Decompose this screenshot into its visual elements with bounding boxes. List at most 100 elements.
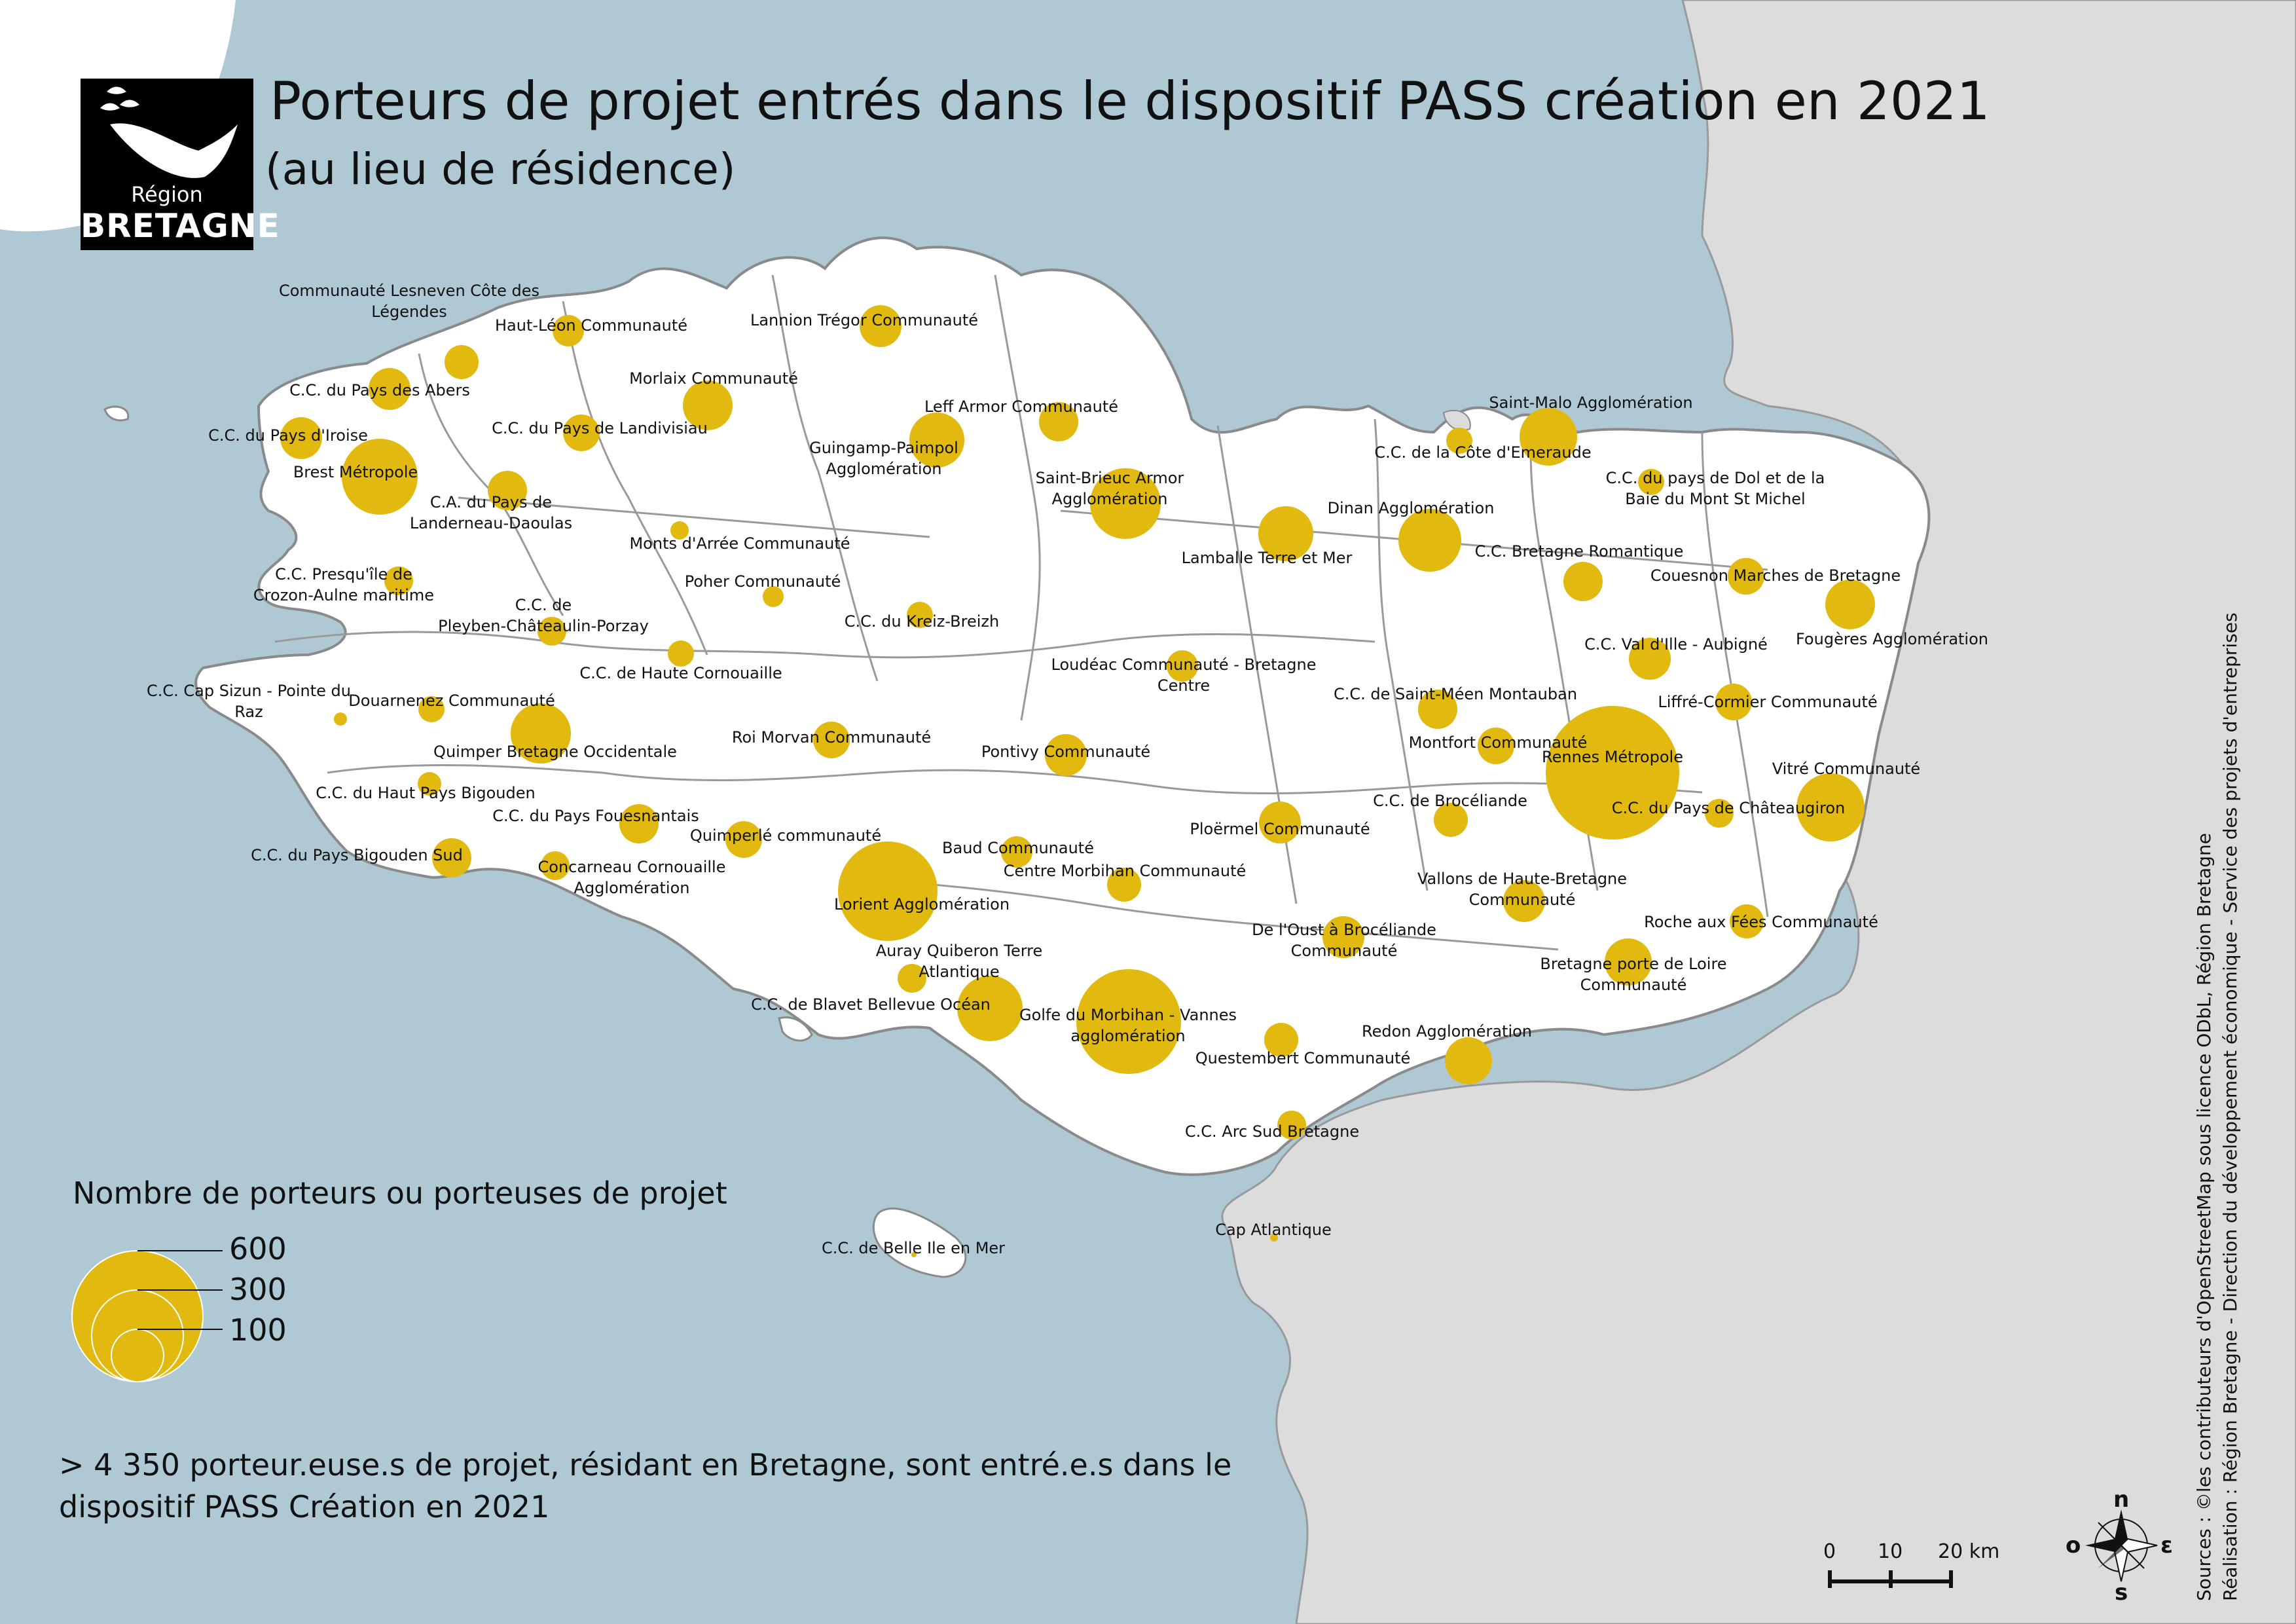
epci-borders: [274, 274, 1769, 951]
bubble-c-c-de-la-cote-d-emeraude: [1446, 428, 1472, 454]
logo-text-region: Région: [131, 182, 203, 207]
bubble-cap-atlantique: [1270, 1234, 1278, 1242]
bubble-c-c-du-pays-fouesnantais: [619, 804, 659, 843]
compass-o: o: [2066, 1532, 2081, 1559]
bubble-rennes-metropole: [1546, 706, 1679, 840]
bubble-c-c-de-pleyben-chateaulin-porzay: [538, 617, 566, 646]
bubble-montfort-communaute: [1478, 728, 1514, 764]
epci-label-redon-agglomeration: Redon Agglomération: [1362, 1022, 1532, 1041]
epci-label-concarneau-cornouaille-agglomeration: Concarneau Cornouaille Agglomération: [538, 858, 726, 897]
bubble-lorient-agglomeration: [838, 841, 938, 941]
bubble-c-c-val-d-ille-aubigne: [1629, 638, 1671, 680]
scale-label-0: 0: [1823, 1540, 1836, 1563]
summary-note: > 4 350 porteur.euse.s de projet, résida…: [59, 1447, 1232, 1524]
epci-label-c-a-du-pays-de-landerneau-daoulas: C.A. du Pays de Landerneau-Daoulas: [410, 493, 572, 532]
bubble-centre-morbihan-communaute: [1107, 868, 1141, 902]
compass-n: n: [2113, 1486, 2130, 1513]
bubble-couesnon-marches-de-bretagne: [1728, 558, 1764, 595]
bubble-c-c-du-pays-de-dol-et-de-la-baie-du-mont-st-michel: [1638, 469, 1664, 495]
epci-label-c-c-de-pleyben-chateaulin-porzay: C.C. de Pleyben-Châteaulin-Porzay: [438, 596, 649, 635]
legend-value-600: 600: [229, 1231, 287, 1266]
bubble-c-c-du-pays-d-iroise: [280, 417, 322, 459]
region-bretagne-logo: Région BRETAGNE: [81, 79, 280, 250]
bubble-baud-communaute: [1001, 836, 1032, 868]
epci-label-c-c-de-la-cote-d-emeraude: C.C. de la Côte d'Emeraude: [1374, 443, 1591, 462]
logo-text-bretagne: BRETAGNE: [81, 207, 280, 245]
bubble-c-c-du-pays-de-landivisiau: [563, 415, 600, 451]
bubble-lannion-tregor-communaute: [860, 305, 902, 347]
bubble-c-c-bretagne-romantique: [1563, 562, 1603, 601]
epci-label-c-c-du-kreiz-breizh: C.C. du Kreiz-Breizh: [845, 612, 999, 631]
bubble-liffre-cormier-communaute: [1715, 684, 1752, 720]
label-layer: Communauté Lesneven Côte des LégendesHaut…: [147, 282, 1988, 1257]
epci-label-couesnon-marches-de-bretagne: Couesnon Marches de Bretagne: [1650, 566, 1901, 585]
epci-label-saint-brieuc-armor-agglomeration: Saint-Brieuc Armor Agglomération: [1036, 469, 1184, 508]
legend-value-100: 100: [229, 1312, 287, 1348]
epci-label-golfe-du-morbihan-vannes-agglomeration: Golfe du Morbihan - Vannes agglomération: [1019, 1006, 1237, 1045]
epci-label-morlaix-communaute: Morlaix Communauté: [629, 369, 798, 388]
epci-label-de-l-oust-a-broceliande-communaute: De l'Oust à Brocéliande Communauté: [1252, 921, 1436, 960]
epci-label-liffre-cormier-communaute: Liffré-Cormier Communauté: [1658, 693, 1877, 711]
bubble-guingamp-paimpol-agglomeration: [909, 413, 964, 468]
legend-symbols: [71, 1250, 223, 1382]
neighbor-land: [1221, 0, 2296, 1624]
bubble-c-c-de-saint-meen-montauban: [1418, 690, 1457, 729]
bubble-vitre-communaute: [1796, 773, 1865, 841]
legend-circle-100: [111, 1329, 164, 1382]
epci-label-rennes-metropole: Rennes Métropole: [1542, 748, 1683, 766]
bubble-douarnenez-communaute: [418, 696, 445, 722]
bretagne-land: [194, 236, 1931, 1176]
bubble-quimper-bretagne-occidentale: [511, 703, 571, 764]
epci-label-c-c-arc-sud-bretagne: C.C. Arc Sud Bretagne: [1185, 1122, 1359, 1141]
chausey-island: [1442, 409, 1471, 431]
epci-label-roche-aux-fees-communaute: Roche aux Fées Communauté: [1644, 913, 1878, 931]
bubble-c-c-de-blavet-bellevue-ocean: [957, 976, 1023, 1041]
bubble-golfe-du-morbihan-vannes-agglomeration: [1076, 969, 1181, 1074]
bubble-pontivy-communaute: [1045, 734, 1087, 776]
belle-ile-island: [872, 1208, 967, 1278]
bubble-c-c-presqu-ile-de-crozon-aulne-maritime: [384, 566, 413, 595]
bubble-roi-morvan-communaute: [813, 722, 850, 758]
bubble-brest-metropole: [342, 439, 418, 515]
bubble-c-c-du-haut-pays-bigouden: [418, 772, 441, 796]
bubble-c-c-du-pays-bigouden-sud: [432, 838, 471, 877]
epci-label-pontivy-communaute: Pontivy Communauté: [981, 743, 1150, 761]
scale-label-10: 10: [1878, 1540, 1903, 1563]
bubble-c-c-de-belle-ile-en-mer: [911, 1252, 917, 1257]
epci-label-c-c-du-pays-des-abers: C.C. du Pays des Abers: [289, 381, 470, 399]
epci-label-c-c-du-pays-de-chateaugiron: C.C. du Pays de Châteaugiron: [1612, 799, 1845, 817]
epci-label-guingamp-paimpol-agglomeration: Guingamp-Paimpol Agglomération: [809, 439, 958, 478]
epci-label-communaute-lesneven-cote-des-legendes: Communauté Lesneven Côte des Légendes: [279, 282, 539, 321]
bubble-communaute-lesneven-cote-des-legendes: [445, 345, 479, 379]
epci-label-lorient-agglomeration: Lorient Agglomération: [834, 895, 1010, 913]
bubble-vallons-de-haute-bretagne-communaute: [1503, 880, 1545, 922]
epci-label-ploermel-communaute: Ploërmel Communauté: [1190, 820, 1370, 838]
scale-bar: [1828, 1570, 1953, 1588]
epci-label-c-c-presqu-ile-de-crozon-aulne-maritime: C.C. Presqu'île de Crozon-Aulne maritime: [253, 565, 434, 604]
epci-label-centre-morbihan-communaute: Centre Morbihan Communauté: [1004, 862, 1247, 880]
epci-label-c-c-val-d-ille-aubigne: C.C. Val d'Ille - Aubigné: [1584, 635, 1768, 654]
bubble-c-a-du-pays-de-landerneau-daoulas: [488, 471, 527, 510]
epci-label-haut-leon-communaute: Haut-Léon Communauté: [495, 316, 687, 335]
epci-label-c-c-de-broceliande: C.C. de Brocéliande: [1373, 792, 1527, 810]
bubble-redon-agglomeration: [1445, 1037, 1492, 1084]
epci-label-vitre-communaute: Vitré Communauté: [1772, 760, 1920, 778]
bubble-morlaix-communaute: [683, 380, 733, 430]
bubble-concarneau-cornouaille-agglomeration: [541, 851, 570, 880]
bubble-ploermel-communaute: [1259, 802, 1301, 843]
scale-label-20: 20 km: [1938, 1540, 2000, 1563]
epci-label-lannion-tregor-communaute: Lannion Trégor Communauté: [750, 311, 978, 329]
bubble-layer: [280, 305, 1875, 1257]
bubble-c-c-du-pays-de-chateaugiron: [1705, 799, 1734, 828]
epci-label-dinan-agglomeration: Dinan Agglomération: [1328, 499, 1495, 517]
epci-label-c-c-de-belle-ile-en-mer: C.C. de Belle Ile en Mer: [822, 1239, 1005, 1257]
map-title: Porteurs de projet entrés dans le dispos…: [270, 71, 1990, 132]
bubble-dinan-agglomeration: [1398, 509, 1461, 572]
legend-title: Nombre de porteurs ou porteuses de proje…: [73, 1175, 727, 1211]
credits-realisation: Réalisation : Région Bretagne - Directio…: [2219, 612, 2241, 1601]
ouessant-island: [103, 405, 130, 422]
epci-label-c-c-du-pays-fouesnantais: C.C. du Pays Fouesnantais: [492, 807, 699, 825]
epci-label-leff-armor-communaute: Leff Armor Communauté: [924, 397, 1118, 416]
epci-label-bretagne-porte-de-loire-communaute: Bretagne porte de Loire Communauté: [1540, 955, 1726, 994]
bubble-c-c-cap-sizun-pointe-du-raz: [334, 712, 347, 726]
